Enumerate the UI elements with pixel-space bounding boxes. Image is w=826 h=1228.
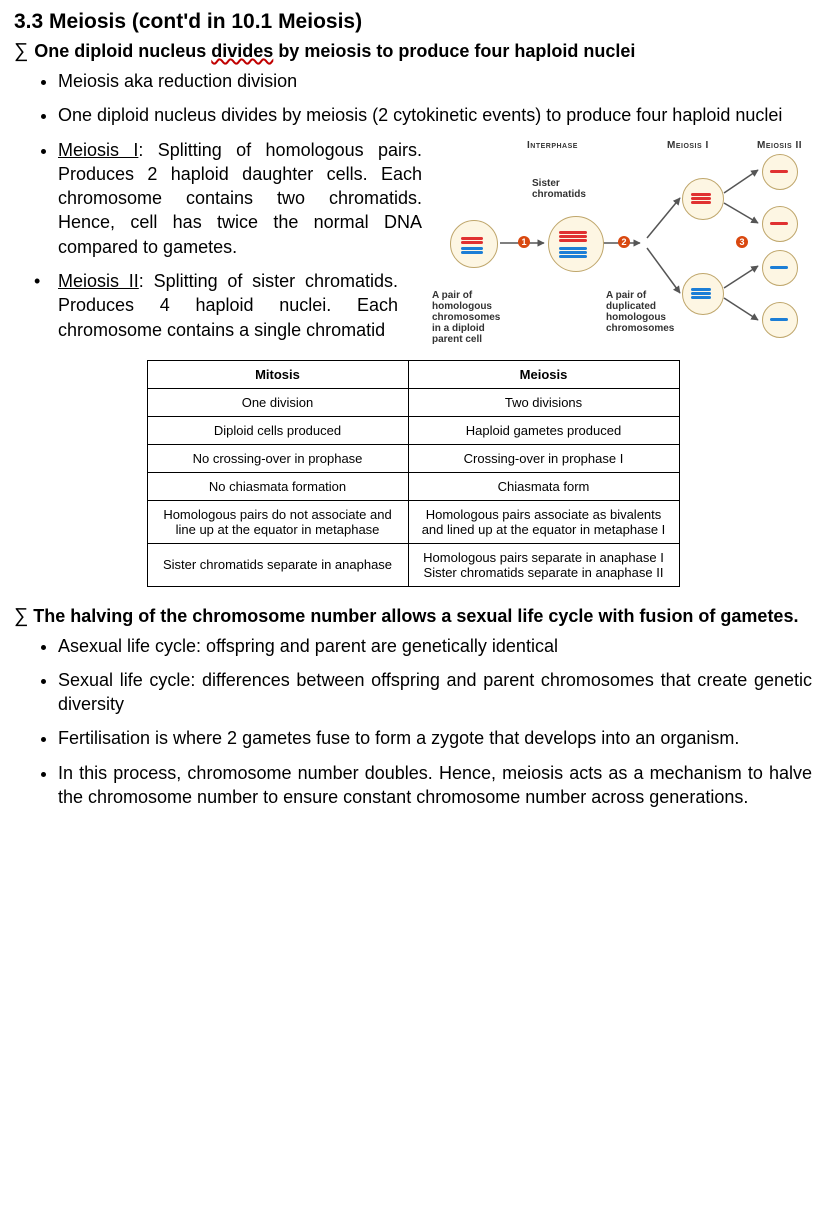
list-item: Sexual life cycle: differences between o… [58,668,812,717]
diagram-badge-3: 3 [736,236,748,248]
diagram-label-meiosis2: Meiosis II [757,140,802,151]
subheading-1-text: One diploid nucleus divides by meiosis t… [34,41,635,62]
diagram-label-meiosis1: Meiosis I [667,140,709,151]
diagram-badge-1: 1 [518,236,530,248]
diagram-label-parent: A pair of homologous chromosomes in a di… [432,290,512,345]
bullet-list-1: Meiosis aka reduction division One diplo… [14,69,812,348]
subheading-1: ∑ One diploid nucleus divides by meiosis… [14,40,812,63]
diagram-cell-m2-4 [762,302,798,338]
table-cell: No chiasmata formation [147,472,408,500]
table-cell: Haploid gametes produced [408,416,679,444]
diagram-label-sister: Sister chromatids [532,178,602,200]
table-cell: Two divisions [408,388,679,416]
subheading-1-post: by meiosis to produce four haploid nucle… [273,41,635,61]
diagram-cell-m1-bottom [682,273,724,315]
table-row: Sister chromatids separate in anaphaseHo… [147,543,679,586]
table-cell: Chiasmata form [408,472,679,500]
table-cell: Homologous pairs do not associate and li… [147,500,408,543]
list-item: Meiosis I: Splitting of homologous pairs… [58,138,812,348]
list-item: In this process, chromosome number doubl… [58,761,812,810]
bullet-list-2: Asexual life cycle: offspring and parent… [14,634,812,810]
diagram-badge-2: 2 [618,236,630,248]
sigma-icon: ∑ [14,605,28,627]
table-row: No crossing-over in prophaseCrossing-ove… [147,444,679,472]
table-row: No chiasmata formationChiasmata form [147,472,679,500]
subheading-2-text: The halving of the chromosome number all… [33,606,798,626]
list-item: Asexual life cycle: offspring and parent… [58,634,812,658]
list-item: One diploid nucleus divides by meiosis (… [58,103,812,127]
diagram-cell-parent [450,220,498,268]
meiosis-i-label: Meiosis I [58,140,138,160]
table-row: One divisionTwo divisions [147,388,679,416]
sigma-icon: ∑ [14,40,28,63]
subheading-2: ∑ The halving of the chromosome number a… [14,605,812,628]
table-cell: Diploid cells produced [147,416,408,444]
diagram-label-duplicated: A pair of duplicated homologous chromoso… [606,290,686,334]
table-cell: Crossing-over in prophase I [408,444,679,472]
mitosis-meiosis-table: Mitosis Meiosis One divisionTwo division… [147,360,680,587]
diagram-cell-m2-2 [762,206,798,242]
table-row: Homologous pairs do not associate and li… [147,500,679,543]
diagram-label-interphase: Interphase [527,140,578,151]
table-cell: Homologous pairs associate as bivalents … [408,500,679,543]
diagram-cell-m2-3 [762,250,798,286]
list-item: Fertilisation is where 2 gametes fuse to… [58,726,812,750]
table-row: Diploid cells producedHaploid gametes pr… [147,416,679,444]
table-cell: One division [147,388,408,416]
list-item: Meiosis aka reduction division [58,69,812,93]
diagram-cell-m1-top [682,178,724,220]
subheading-1-wavy: divides [211,41,273,61]
table-cell: Homologous pairs separate in anaphase I … [408,543,679,586]
diagram-cell-m2-1 [762,154,798,190]
section-title: 3.3 Meiosis (cont'd in 10.1 Meiosis) [14,10,812,34]
table-header-meiosis: Meiosis [408,360,679,388]
meiosis-diagram: Interphase Meiosis I Meiosis II [432,138,812,348]
meiosis-ii-label: Meiosis II [58,271,139,291]
table-header-mitosis: Mitosis [147,360,408,388]
table-cell: Sister chromatids separate in anaphase [147,543,408,586]
table-cell: No crossing-over in prophase [147,444,408,472]
subheading-1-pre: One diploid nucleus [34,41,211,61]
diagram-cell-duplicated [548,216,604,272]
